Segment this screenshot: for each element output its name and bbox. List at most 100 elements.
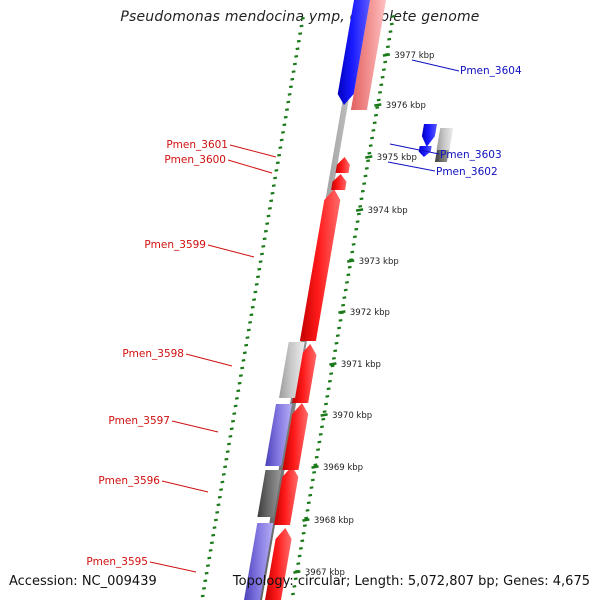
outer-tick bbox=[240, 366, 245, 370]
gene-label-leader bbox=[227, 159, 273, 174]
outer-tick bbox=[274, 169, 279, 172]
inner-tick bbox=[380, 75, 385, 79]
gene-label[interactable]: Pmen_3601 bbox=[166, 139, 228, 151]
gene-label-leader bbox=[387, 161, 436, 172]
pseudo-box-pmen-3596[interactable] bbox=[257, 470, 282, 517]
inner-tick bbox=[351, 243, 356, 246]
gene-label-leader bbox=[171, 420, 219, 433]
inner-tick bbox=[333, 349, 338, 353]
gene-label[interactable]: Pmen_3597 bbox=[108, 415, 170, 427]
cds-arrow-pmen-3600[interactable] bbox=[331, 174, 347, 190]
outer-tick bbox=[281, 131, 285, 134]
cds-box-pmen-3597-reverse[interactable] bbox=[265, 404, 292, 466]
scale-major-tick bbox=[311, 465, 319, 469]
cds-pmen-3604-forward-part[interactable] bbox=[350, 0, 386, 110]
outer-tick bbox=[291, 70, 296, 73]
inner-tick bbox=[318, 433, 323, 436]
outer-tick bbox=[232, 412, 237, 415]
inner-tick bbox=[335, 334, 340, 337]
outer-tick bbox=[270, 191, 275, 195]
outer-tick bbox=[227, 442, 231, 446]
inner-tick bbox=[366, 159, 371, 163]
inner-tick bbox=[349, 258, 353, 261]
outer-tick bbox=[269, 199, 274, 203]
outer-tick bbox=[224, 457, 229, 461]
gene-label[interactable]: Pmen_3596 bbox=[98, 475, 160, 487]
scale-tick-label: 3974 kbp bbox=[368, 206, 408, 216]
inner-tick bbox=[312, 471, 317, 474]
gene-label[interactable]: Pmen_3598 bbox=[122, 348, 184, 360]
outer-tick bbox=[256, 275, 260, 279]
cds-arrow-pmen-3598[interactable] bbox=[292, 344, 317, 403]
cds-arrow-pmen-3601[interactable] bbox=[335, 157, 350, 173]
inner-tick bbox=[391, 15, 396, 18]
inner-tick bbox=[363, 174, 368, 178]
scale-major-tick bbox=[374, 103, 382, 107]
gene-label[interactable]: Pmen_3602 bbox=[436, 166, 498, 178]
outer-tick bbox=[258, 260, 263, 263]
gene-label[interactable]: Pmen_3603 bbox=[440, 149, 502, 161]
outer-tick bbox=[271, 184, 276, 187]
outer-tick bbox=[215, 511, 220, 514]
outer-tick bbox=[299, 24, 304, 28]
scale-tick-label: 3973 kbp bbox=[359, 257, 399, 267]
outer-tick bbox=[257, 267, 262, 271]
outer-tick bbox=[286, 100, 291, 104]
scale-tick-label: 3977 kbp bbox=[394, 51, 434, 61]
inner-tick bbox=[293, 577, 298, 581]
cds-arrow-pmen-3597[interactable] bbox=[282, 403, 309, 470]
outer-tick bbox=[241, 359, 246, 362]
cds-arrow-pmen-3596[interactable] bbox=[274, 466, 299, 525]
outer-tick bbox=[238, 374, 243, 377]
inner-tick bbox=[370, 136, 375, 140]
genome-summary-text: Topology: circular; Length: 5,072,807 bp… bbox=[232, 574, 590, 589]
pseudo-box-pmen-3598[interactable] bbox=[279, 342, 305, 398]
gene-label[interactable]: Pmen_3595 bbox=[86, 556, 148, 568]
inner-tick bbox=[379, 83, 384, 87]
gene-label[interactable]: Pmen_3599 bbox=[144, 239, 206, 251]
inner-tick bbox=[308, 493, 313, 497]
inner-tick bbox=[292, 585, 297, 588]
inner-tick bbox=[320, 425, 324, 429]
inner-tick bbox=[360, 189, 365, 193]
cds-arrow-pmen-3603[interactable] bbox=[421, 124, 437, 147]
outer-tick bbox=[294, 55, 299, 58]
outer-tick bbox=[254, 283, 259, 286]
outer-tick bbox=[253, 290, 258, 294]
cds-box-pmen-3595-reverse[interactable] bbox=[244, 523, 274, 600]
cds-arrow-pmen-3604[interactable] bbox=[337, 0, 370, 105]
outer-tick bbox=[290, 77, 295, 81]
outer-tick bbox=[229, 427, 234, 431]
inner-tick bbox=[296, 562, 301, 565]
scale-major-tick bbox=[293, 570, 301, 574]
scale-major-tick bbox=[365, 155, 373, 159]
cds-arrow-pmen-3599[interactable] bbox=[299, 189, 341, 341]
gene-label[interactable]: Pmen_3600 bbox=[164, 154, 226, 166]
outer-tick bbox=[249, 313, 254, 317]
pseudo-box-pmen-3602[interactable] bbox=[434, 150, 449, 162]
outer-tick bbox=[212, 526, 217, 529]
inner-tick bbox=[362, 182, 367, 185]
scale-tick-label: 3976 kbp bbox=[386, 101, 426, 111]
outer-tick bbox=[260, 252, 264, 256]
outer-tick bbox=[277, 153, 282, 157]
gene-label[interactable]: Pmen_3604 bbox=[460, 65, 522, 77]
outer-tick bbox=[217, 495, 222, 499]
inner-tick bbox=[354, 227, 359, 231]
scale-tick-label: 3969 kbp bbox=[323, 463, 363, 473]
gene-label-leader bbox=[185, 353, 233, 367]
inner-tick bbox=[326, 387, 331, 391]
pseudo-box-pmen-3603[interactable] bbox=[436, 128, 454, 150]
outer-tick bbox=[203, 579, 208, 583]
outer-tick bbox=[237, 381, 242, 385]
inner-tick bbox=[329, 372, 334, 375]
outer-tick bbox=[262, 237, 267, 241]
inner-tick bbox=[298, 547, 303, 550]
inner-tick bbox=[342, 296, 347, 299]
inner-tick bbox=[350, 250, 355, 254]
scale-major-tick bbox=[338, 310, 346, 314]
outer-tick bbox=[283, 115, 288, 119]
inner-tick bbox=[330, 364, 335, 368]
cds-arrow-pmen-3595[interactable] bbox=[265, 528, 292, 600]
